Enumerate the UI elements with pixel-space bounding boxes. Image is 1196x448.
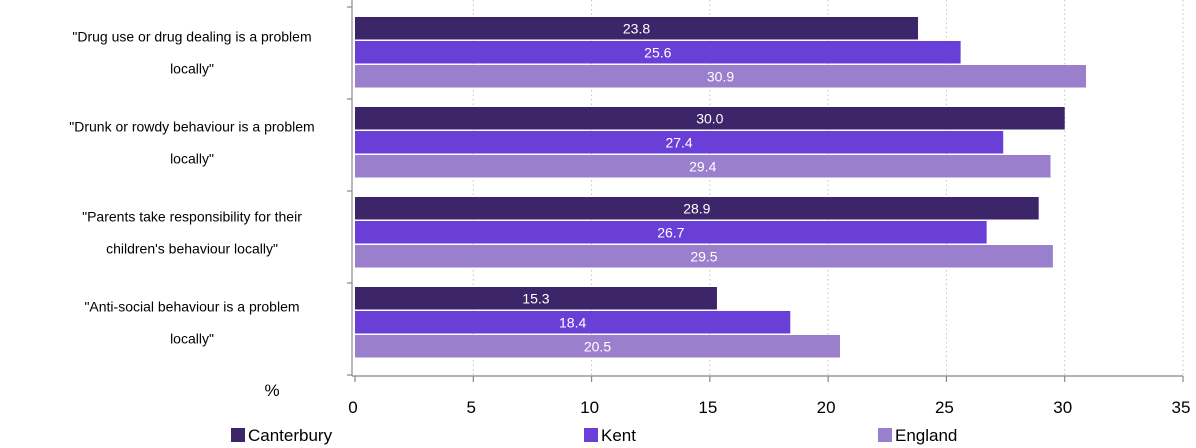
bar-kent-2: [355, 131, 1004, 154]
bar-canterbury-3: [355, 197, 1039, 220]
category-label: "Anti-social behaviour is a problem: [84, 298, 299, 314]
legend-swatch-england: [878, 428, 892, 442]
category-label: children's behaviour locally": [106, 240, 278, 256]
axes: [347, 0, 1184, 382]
legend: Canterbury Kent England: [231, 426, 957, 445]
bar-canterbury-1: [355, 17, 919, 40]
bar-value-label: 29.4: [689, 158, 716, 174]
bar-value-label: 30.0: [696, 110, 723, 126]
bar-value-label: 27.4: [665, 134, 692, 150]
bar-england-3: [355, 245, 1053, 268]
bar-value-label: 30.9: [707, 68, 734, 84]
bar-canterbury-4: [355, 287, 717, 310]
bar-value-label: 26.7: [657, 224, 684, 240]
bar-england-4: [355, 335, 840, 358]
category-label: locally": [170, 330, 214, 346]
legend-label-kent: Kent: [601, 426, 636, 445]
bar-value-label: 18.4: [559, 314, 586, 330]
legend-swatch-canterbury: [231, 428, 245, 442]
legend-label-canterbury: Canterbury: [248, 426, 333, 445]
category-label: "Drug use or drug dealing is a problem: [72, 28, 311, 44]
bar-canterbury-2: [355, 107, 1065, 130]
bar-value-label: 29.5: [690, 248, 717, 264]
labels: 23.8 25.6 30.9 "Drug use or drug dealing is…: [69, 20, 1190, 417]
category-label: "Drunk or rowdy behaviour is a problem: [69, 118, 314, 134]
bar-england-1: [355, 65, 1087, 88]
category-label: locally": [170, 60, 214, 76]
x-tick-label: 10: [580, 398, 599, 417]
category-label: locally": [170, 150, 214, 166]
bar-value-label: 23.8: [623, 20, 650, 36]
category-label: "Parents take responsibility for their: [82, 208, 302, 224]
legend-swatch-kent: [584, 428, 598, 442]
x-tick-label: 25: [935, 398, 954, 417]
x-tick-label: 15: [698, 398, 717, 417]
bar-value-label: 15.3: [522, 290, 549, 306]
x-tick-label: 5: [467, 398, 476, 417]
x-tick-label: 35: [1172, 398, 1191, 417]
bar-england-2: [355, 155, 1051, 178]
bar-kent-3: [355, 221, 987, 244]
x-tick-label: 20: [817, 398, 836, 417]
unit-label: %: [264, 381, 279, 400]
bar-value-label: 25.6: [644, 44, 671, 60]
legend-label-england: England: [895, 426, 957, 445]
bar-value-label: 20.5: [584, 338, 611, 354]
bar-kent-1: [355, 41, 961, 64]
x-tick-label: 0: [348, 398, 357, 417]
x-tick-label: 30: [1053, 398, 1072, 417]
bar-kent-4: [355, 311, 791, 334]
bar-value-label: 28.9: [683, 200, 710, 216]
bars: [355, 17, 1087, 358]
